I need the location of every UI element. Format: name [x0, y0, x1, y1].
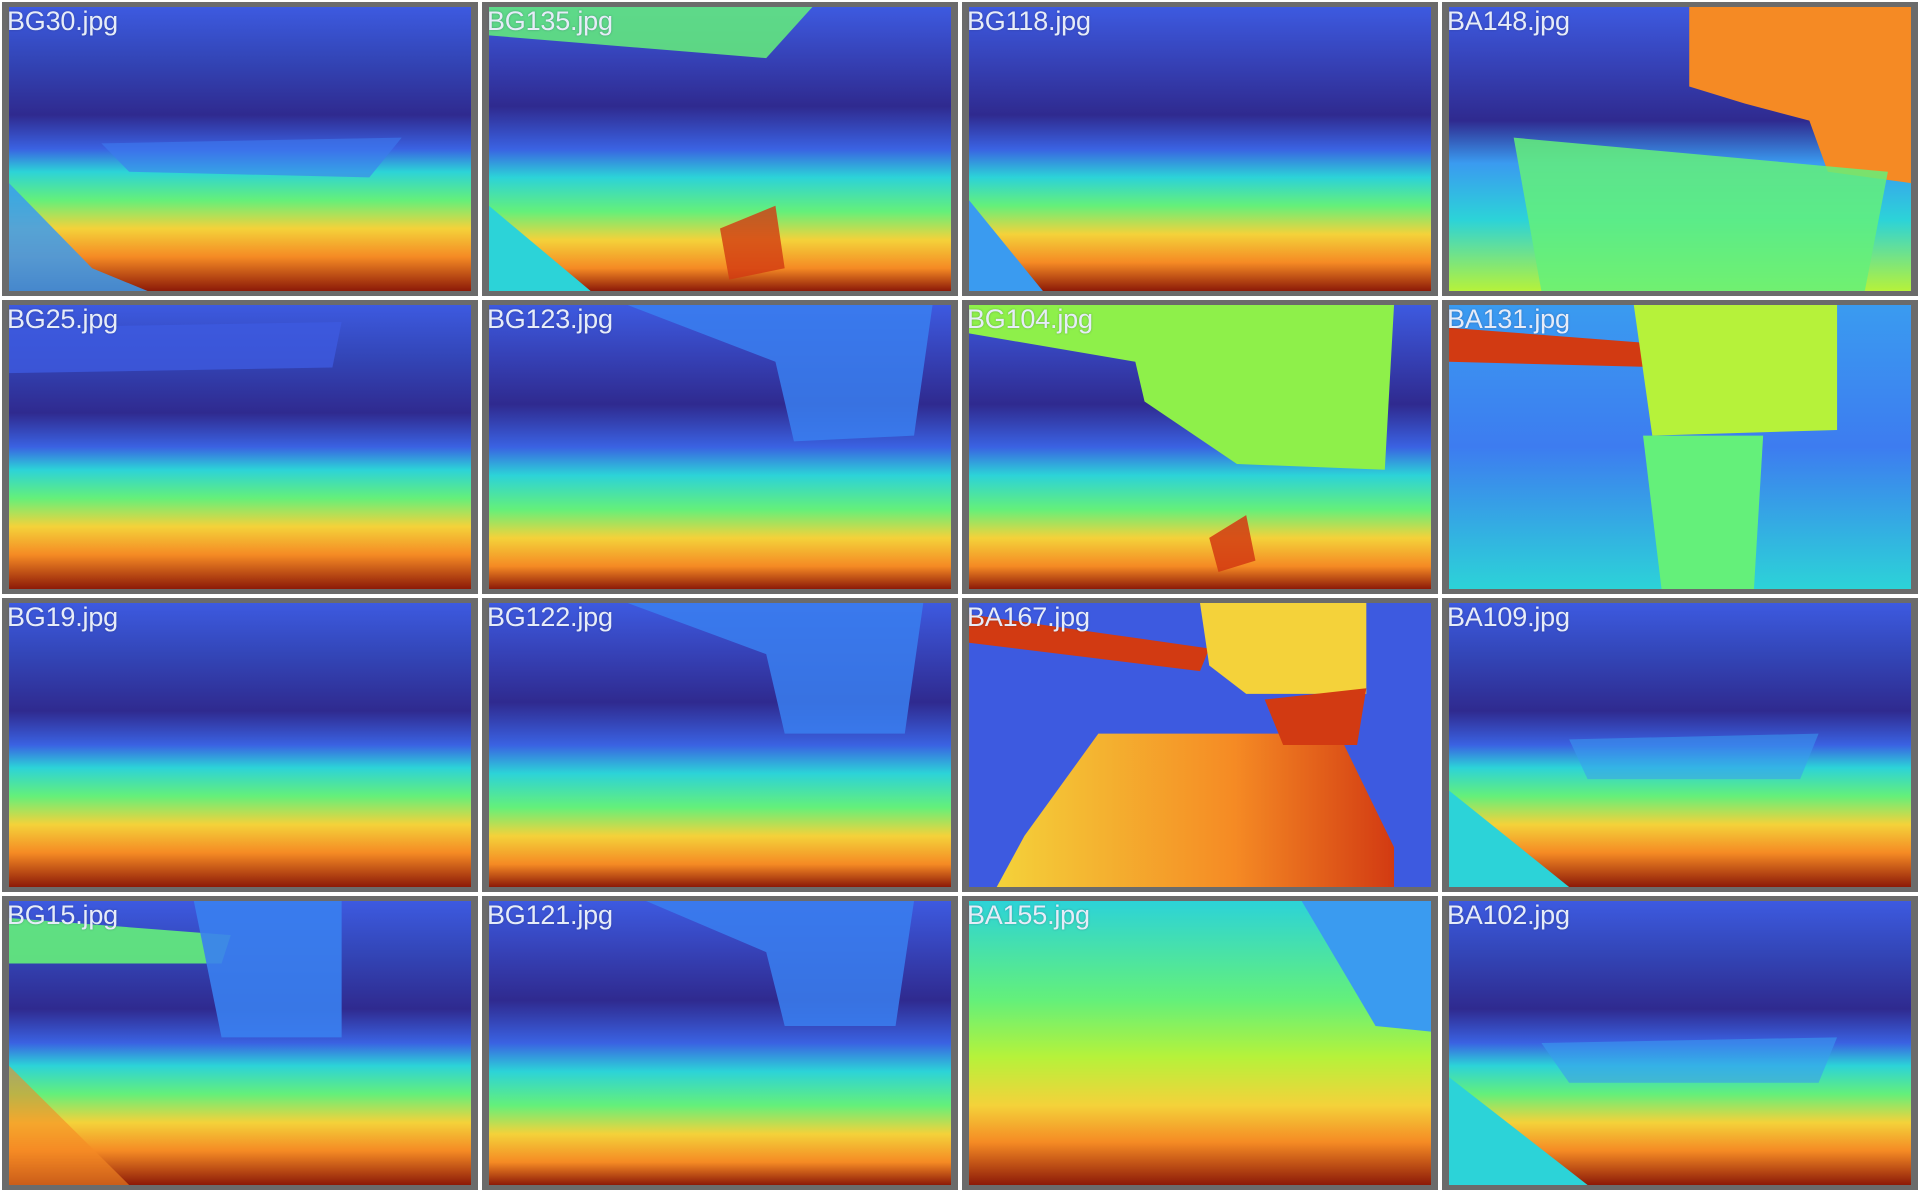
- tile-bg104: BG104.jpg: [960, 298, 1440, 596]
- tile-ba109: BA109.jpg: [1440, 596, 1920, 894]
- tile-frame: BG25.jpg: [2, 300, 478, 594]
- depth-image: [969, 305, 1431, 589]
- depth-image: [1449, 7, 1911, 291]
- tile-bg122: BG122.jpg: [480, 596, 960, 894]
- depth-image: [489, 7, 951, 291]
- tile-frame: BG121.jpg: [482, 896, 958, 1190]
- depth-image: [9, 7, 471, 291]
- tile-frame: BG30.jpg: [2, 2, 478, 296]
- depth-image: [9, 603, 471, 887]
- tile-ba167: BA167.jpg: [960, 596, 1440, 894]
- tile-frame: BG104.jpg: [962, 300, 1438, 594]
- tile-ba102: BA102.jpg: [1440, 894, 1920, 1192]
- tile-frame: BA167.jpg: [962, 598, 1438, 892]
- tile-ba131: BA131.jpg: [1440, 298, 1920, 596]
- depth-image: [489, 901, 951, 1185]
- tile-frame: BG118.jpg: [962, 2, 1438, 296]
- tile-bg25: BG25.jpg: [0, 298, 480, 596]
- depth-image: [9, 901, 471, 1185]
- depth-image: [1449, 603, 1911, 887]
- tile-bg30: BG30.jpg: [0, 0, 480, 298]
- depth-image: [969, 603, 1431, 887]
- depth-image: [1449, 305, 1911, 589]
- tile-frame: BA155.jpg: [962, 896, 1438, 1190]
- depth-image: [9, 305, 471, 589]
- tile-frame: BA148.jpg: [1442, 2, 1918, 296]
- tile-frame: BA131.jpg: [1442, 300, 1918, 594]
- depth-image: [1449, 901, 1911, 1185]
- tile-bg118: BG118.jpg: [960, 0, 1440, 298]
- tile-bg135: BG135.jpg: [480, 0, 960, 298]
- tile-frame: BA109.jpg: [1442, 598, 1918, 892]
- tile-frame: BG19.jpg: [2, 598, 478, 892]
- tile-frame: BG15.jpg: [2, 896, 478, 1190]
- tile-bg19: BG19.jpg: [0, 596, 480, 894]
- tile-frame: BG122.jpg: [482, 598, 958, 892]
- tile-bg15: BG15.jpg: [0, 894, 480, 1192]
- depth-image: [489, 603, 951, 887]
- tile-bg123: BG123.jpg: [480, 298, 960, 596]
- depth-image: [969, 901, 1431, 1185]
- tile-ba148: BA148.jpg: [1440, 0, 1920, 298]
- tile-frame: BA102.jpg: [1442, 896, 1918, 1190]
- depth-image: [969, 7, 1431, 291]
- tile-frame: BG123.jpg: [482, 300, 958, 594]
- tile-bg121: BG121.jpg: [480, 894, 960, 1192]
- tile-frame: BG135.jpg: [482, 2, 958, 296]
- tile-ba155: BA155.jpg: [960, 894, 1440, 1192]
- depth-image: [489, 305, 951, 589]
